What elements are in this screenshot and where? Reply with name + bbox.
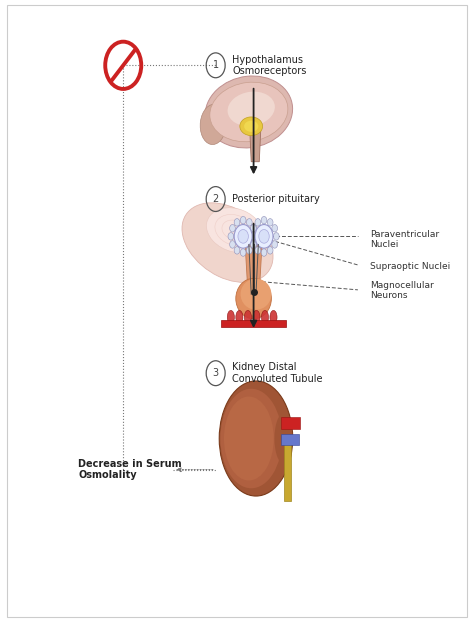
Text: Magnocellular
Neurons: Magnocellular Neurons (370, 281, 433, 300)
Circle shape (267, 218, 273, 226)
Ellipse shape (240, 279, 271, 310)
Ellipse shape (236, 279, 271, 319)
Ellipse shape (255, 225, 273, 248)
Circle shape (250, 225, 256, 232)
Circle shape (246, 218, 252, 226)
Text: 2: 2 (212, 194, 219, 204)
Ellipse shape (228, 91, 275, 126)
Circle shape (240, 249, 246, 256)
Bar (281, 417, 300, 429)
Circle shape (234, 247, 240, 254)
Circle shape (250, 241, 256, 248)
Circle shape (261, 249, 267, 256)
Text: Paraventricular
Nuclei: Paraventricular Nuclei (370, 230, 439, 249)
Ellipse shape (244, 121, 258, 132)
Circle shape (240, 216, 246, 224)
Ellipse shape (219, 381, 292, 496)
Circle shape (229, 225, 235, 232)
Ellipse shape (210, 82, 288, 142)
Ellipse shape (240, 117, 263, 136)
Text: Kidney Distal
Convoluted Tubule: Kidney Distal Convoluted Tubule (232, 363, 323, 384)
Circle shape (273, 233, 279, 240)
Text: Posterior pituitary: Posterior pituitary (232, 194, 320, 204)
Bar (284, 442, 291, 501)
Text: Supraoptic Nuclei: Supraoptic Nuclei (370, 262, 450, 271)
Ellipse shape (224, 397, 274, 480)
Ellipse shape (274, 414, 292, 463)
Ellipse shape (259, 230, 269, 243)
Ellipse shape (245, 310, 251, 324)
PathPatch shape (245, 243, 262, 292)
Ellipse shape (205, 76, 292, 148)
Circle shape (255, 218, 261, 226)
Circle shape (267, 247, 273, 254)
Circle shape (228, 233, 234, 240)
Ellipse shape (262, 310, 268, 324)
Bar (221, 320, 286, 327)
Ellipse shape (270, 310, 277, 324)
Ellipse shape (200, 104, 227, 144)
Ellipse shape (220, 389, 282, 488)
Circle shape (249, 233, 255, 240)
Circle shape (272, 225, 278, 232)
Ellipse shape (236, 310, 243, 324)
Bar (281, 434, 299, 445)
Ellipse shape (182, 203, 273, 282)
Circle shape (234, 218, 240, 226)
Text: Hypothalamus
Osmoreceptors: Hypothalamus Osmoreceptors (232, 55, 307, 76)
Ellipse shape (234, 225, 252, 248)
PathPatch shape (250, 131, 261, 162)
Circle shape (251, 225, 257, 232)
Circle shape (246, 247, 252, 254)
Ellipse shape (228, 310, 234, 324)
Text: 1: 1 (213, 60, 219, 70)
Circle shape (261, 216, 267, 224)
Circle shape (251, 241, 257, 248)
Text: 3: 3 (213, 368, 219, 378)
Circle shape (229, 241, 235, 248)
Text: Decrease in Serum
Osmolality: Decrease in Serum Osmolality (78, 459, 182, 480)
Circle shape (253, 233, 258, 240)
Circle shape (272, 241, 278, 248)
Circle shape (255, 247, 261, 254)
Ellipse shape (207, 208, 263, 253)
Ellipse shape (238, 230, 248, 243)
Ellipse shape (253, 310, 260, 324)
